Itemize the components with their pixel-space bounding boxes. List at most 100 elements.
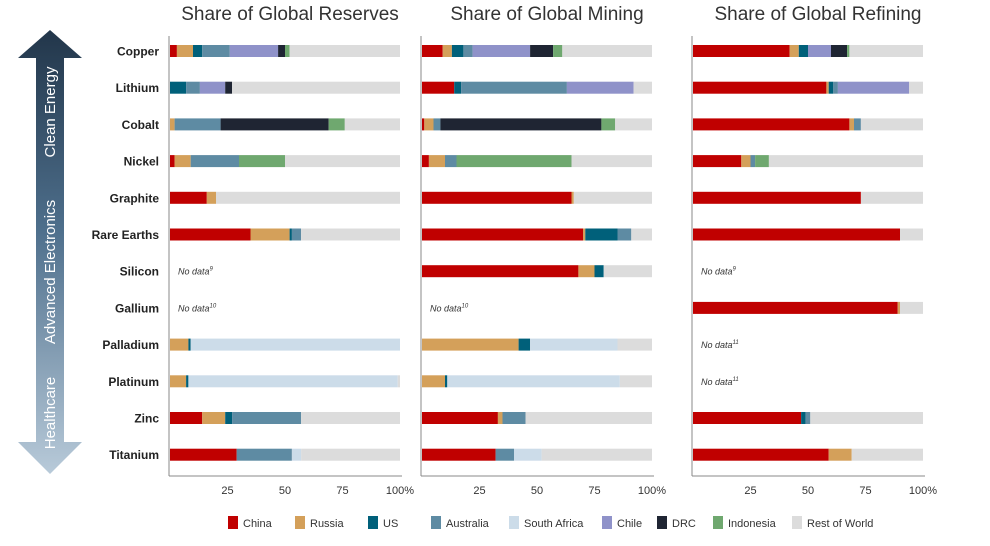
bar-reserves-nickel-china xyxy=(170,155,175,168)
bar-refining-nickel-rest-of-world xyxy=(768,155,923,168)
no-data-refining-palladium: No data11 xyxy=(701,340,739,350)
bar-refining-gallium-rest-of-world xyxy=(900,301,923,314)
bar-refining-zinc-china xyxy=(693,412,802,424)
legend-swatch-china xyxy=(228,516,238,529)
bar-reserves-lithium-chile xyxy=(199,81,226,94)
bar-mining-cobalt-china xyxy=(422,118,425,131)
bar-reserves-nickel-indonesia xyxy=(239,155,285,168)
row-label-graphite: Graphite xyxy=(110,191,160,205)
bar-mining-copper-china xyxy=(422,45,443,57)
no-data-footnote: 9 xyxy=(210,267,214,273)
legend-label-rest-of-world: Rest of World xyxy=(807,518,873,530)
bar-reserves-zinc-us xyxy=(225,412,233,424)
row-label-lithium: Lithium xyxy=(116,81,159,95)
bar-refining-lithium-us xyxy=(828,81,834,94)
bar-mining-titanium-rest-of-world xyxy=(541,448,652,461)
bar-reserves-copper-chile xyxy=(229,45,279,57)
bar-mining-nickel-china xyxy=(422,155,429,168)
row-label-copper: Copper xyxy=(117,45,159,59)
x-tick-refining-25: 25 xyxy=(744,485,756,497)
bar-reserves-platinum-us xyxy=(186,375,189,388)
bar-mining-nickel-indonesia xyxy=(456,155,572,168)
bar-mining-platinum-us xyxy=(445,375,448,388)
row-label-platinum: Platinum xyxy=(108,375,159,389)
legend-swatch-south-africa xyxy=(509,516,519,529)
bar-mining-palladium-us xyxy=(518,338,531,351)
bar-reserves-zinc-rest-of-world xyxy=(301,412,400,424)
bar-mining-copper-us xyxy=(451,45,464,57)
bar-mining-silicon-china xyxy=(422,265,579,278)
bar-reserves-zinc-russia xyxy=(202,412,226,424)
bar-refining-cobalt-china xyxy=(693,118,850,131)
x-tick-reserves-50: 50 xyxy=(279,485,291,497)
bar-reserves-rare-earths-russia xyxy=(250,228,290,241)
double-arrow-shape xyxy=(18,30,82,474)
bar-mining-rare-earths-australia xyxy=(617,228,632,241)
bar-mining-rare-earths-us xyxy=(585,228,618,241)
no-data-reserves-gallium: No data10 xyxy=(178,303,217,313)
x-tick-refining-75: 75 xyxy=(859,485,871,497)
no-data-text: No data xyxy=(178,267,210,277)
bar-reserves-titanium-china xyxy=(170,448,237,461)
bar-refining-zinc-australia xyxy=(805,412,811,424)
bar-reserves-lithium-drc xyxy=(225,81,233,94)
bar-mining-titanium-south-africa xyxy=(514,448,542,461)
panel-title-refining: Share of Global Refining xyxy=(714,4,921,25)
bar-reserves-copper-indonesia xyxy=(285,45,290,57)
bar-refining-copper-rest-of-world xyxy=(849,45,923,57)
bar-mining-platinum-rest-of-world xyxy=(619,375,652,388)
bar-mining-lithium-china xyxy=(422,81,455,94)
bar-mining-graphite-china xyxy=(422,191,572,204)
bar-mining-rare-earths-china xyxy=(422,228,583,241)
legend-swatch-indonesia xyxy=(713,516,723,529)
bar-refining-copper-russia xyxy=(789,45,799,57)
bar-reserves-palladium-south-africa xyxy=(190,338,400,351)
x-tick-mining-100: 100% xyxy=(638,485,666,497)
no-data-text: No data xyxy=(701,267,733,277)
row-label-silicon: Silicon xyxy=(120,265,159,279)
bar-reserves-zinc-australia xyxy=(232,412,302,424)
bar-reserves-lithium-us xyxy=(170,81,187,94)
bar-refining-titanium-rest-of-world xyxy=(851,448,923,461)
bar-refining-nickel-australia xyxy=(750,155,756,168)
bar-refining-copper-indonesia xyxy=(847,45,850,57)
bar-refining-nickel-russia xyxy=(741,155,751,168)
bar-mining-nickel-russia xyxy=(428,155,445,168)
legend-label-us: US xyxy=(383,518,398,530)
no-data-text: No data xyxy=(701,377,733,387)
bar-reserves-zinc-china xyxy=(170,412,203,424)
category-arrow: Clean Energy Advanced Electronics Healthca… xyxy=(18,30,82,474)
bar-mining-silicon-russia xyxy=(578,265,595,278)
legend-label-australia: Australia xyxy=(446,518,490,530)
bar-refining-zinc-rest-of-world xyxy=(810,412,923,424)
bar-mining-cobalt-rest-of-world xyxy=(615,118,652,131)
bar-reserves-platinum-russia xyxy=(170,375,187,388)
bar-reserves-nickel-australia xyxy=(190,155,239,168)
side-label-clean-energy: Clean Energy xyxy=(42,66,59,157)
bar-refining-lithium-australia xyxy=(833,81,838,94)
bar-mining-palladium-russia xyxy=(422,338,519,351)
bar-mining-copper-drc xyxy=(530,45,554,57)
bar-mining-graphite-russia xyxy=(571,191,574,204)
legend-label-drc: DRC xyxy=(672,518,696,530)
bar-reserves-nickel-russia xyxy=(174,155,191,168)
side-label-healthcare: Healthcare xyxy=(42,377,59,450)
no-data-refining-silicon: No data9 xyxy=(701,267,737,277)
x-tick-mining-75: 75 xyxy=(588,485,600,497)
legend-label-china: China xyxy=(243,518,273,530)
bar-refining-gallium-russia xyxy=(897,301,900,314)
legend-label-south-africa: South Africa xyxy=(524,518,584,530)
legend-swatch-australia xyxy=(431,516,441,529)
bar-reserves-titanium-australia xyxy=(236,448,292,461)
no-data-reserves-silicon: No data9 xyxy=(178,267,214,277)
bar-mining-lithium-australia xyxy=(461,81,567,94)
row-label-titanium: Titanium xyxy=(109,448,159,462)
row-label-cobalt: Cobalt xyxy=(122,118,159,132)
bar-refining-cobalt-russia xyxy=(849,118,854,131)
bar-mining-lithium-rest-of-world xyxy=(633,81,652,94)
bar-refining-copper-china xyxy=(693,45,790,57)
bar-refining-nickel-indonesia xyxy=(755,155,769,168)
bar-refining-copper-us xyxy=(798,45,808,57)
bar-mining-rare-earths-russia xyxy=(583,228,586,241)
